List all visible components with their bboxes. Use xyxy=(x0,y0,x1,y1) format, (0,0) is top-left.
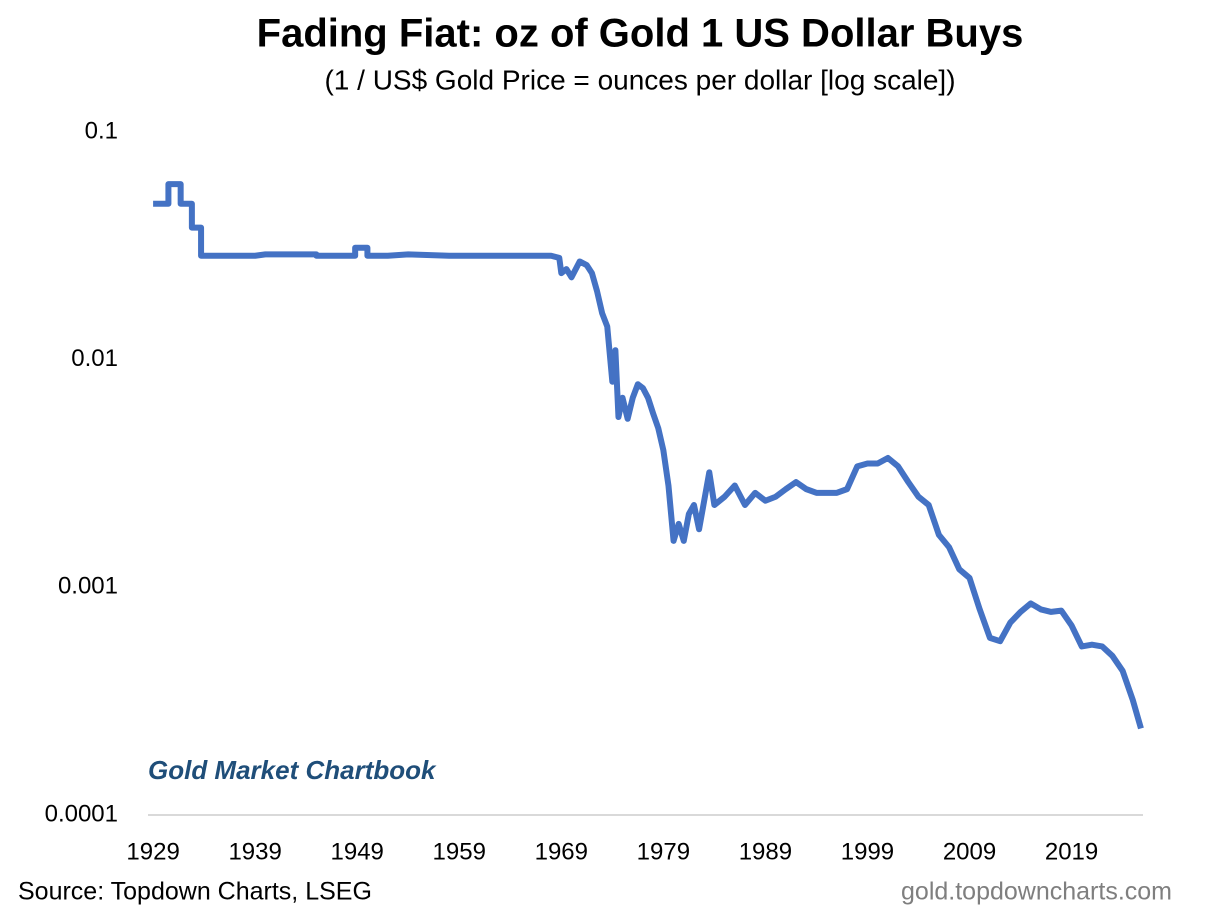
x-tick-label: 1959 xyxy=(433,838,486,865)
x-tick-label: 1929 xyxy=(126,838,179,865)
website: gold.topdowncharts.com xyxy=(901,878,1172,906)
x-tick-label: 1979 xyxy=(637,838,690,865)
x-tick-label: 2019 xyxy=(1045,838,1098,865)
x-tick-label: 1989 xyxy=(739,838,792,865)
chart-subtitle: (1 / US$ Gold Price = ounces per dollar … xyxy=(324,64,955,95)
x-tick-label: 1999 xyxy=(841,838,894,865)
annotation: Gold Market Chartbook xyxy=(148,755,437,785)
y-tick-label: 0.0001 xyxy=(45,800,118,827)
chart-title: Fading Fiat: oz of Gold 1 US Dollar Buys xyxy=(257,12,1024,56)
x-tick-label: 1969 xyxy=(535,838,588,865)
x-tick-label: 1949 xyxy=(331,838,384,865)
y-tick-label: 0.001 xyxy=(58,573,118,600)
y-tick-label: 0.1 xyxy=(85,117,118,144)
x-tick-label: 1939 xyxy=(228,838,281,865)
source: Source: Topdown Charts, LSEG xyxy=(18,878,372,906)
y-tick-label: 0.01 xyxy=(71,345,118,372)
line xyxy=(153,181,1144,730)
x-tick-label: 2009 xyxy=(943,838,996,865)
